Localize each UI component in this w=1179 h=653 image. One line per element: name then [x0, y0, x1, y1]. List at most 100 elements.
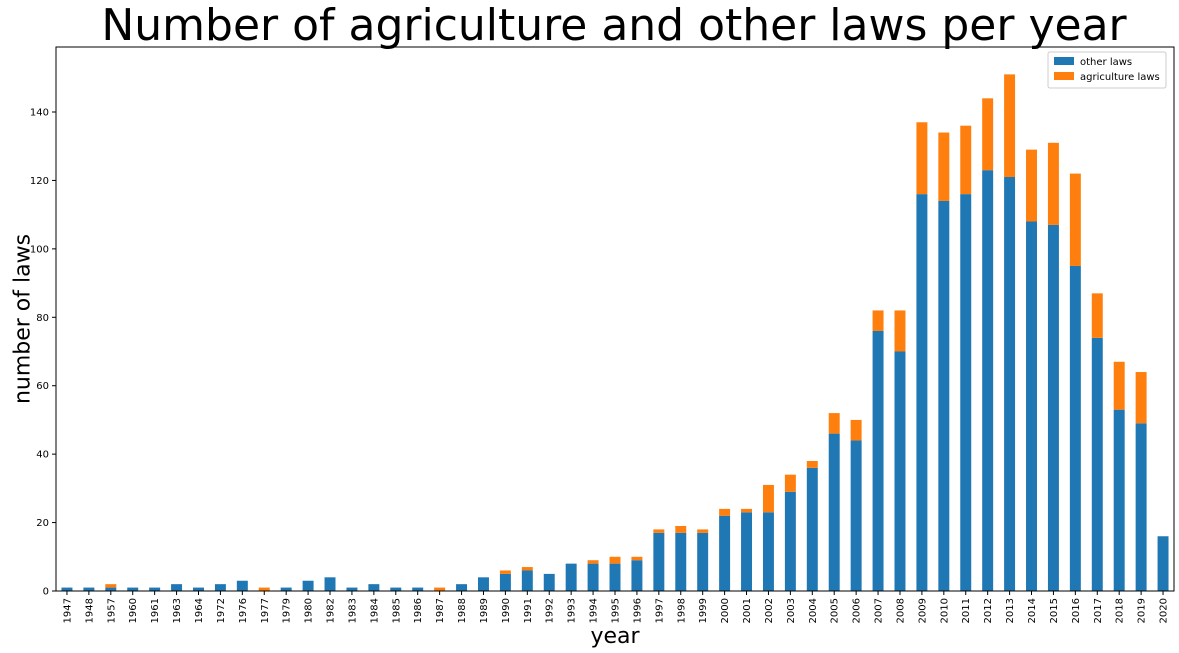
bar-other-2014	[1026, 221, 1037, 591]
bar-agriculture-2012	[982, 98, 994, 171]
bar-agriculture-1996	[631, 556, 643, 561]
x-tick-label: 1963	[172, 598, 183, 623]
bar-other-1984	[368, 584, 380, 591]
bar-other-1947	[61, 587, 73, 591]
x-tick-label: 1995	[611, 598, 622, 623]
legend-box	[1047, 51, 1167, 89]
bar-other-2000	[719, 515, 731, 591]
x-tick-label: 1988	[457, 598, 468, 623]
bar-other-2004	[806, 467, 818, 591]
bar-other-1992	[543, 573, 555, 591]
bar-agriculture-2000	[719, 508, 731, 516]
bar-agriculture-2013	[1004, 74, 1016, 178]
x-tick-label: 2015	[1049, 598, 1060, 623]
x-tick-label: 2000	[720, 598, 731, 623]
legend-swatch	[1054, 57, 1074, 65]
bar-agriculture-2004	[806, 460, 818, 468]
bar-agriculture-1998	[675, 525, 687, 533]
x-tick-label: 2006	[852, 598, 863, 623]
x-tick-label: 1961	[150, 598, 161, 623]
bar-other-2006	[850, 440, 862, 591]
bar-agriculture-2007	[872, 310, 884, 331]
bar-other-1976	[236, 580, 248, 591]
y-tick-label: 60	[36, 381, 49, 392]
legend: other laws agriculture laws	[1047, 51, 1167, 89]
bar-other-1961	[149, 587, 161, 591]
x-tick-label: 1993	[567, 598, 578, 623]
x-tick-label: 2014	[1027, 598, 1038, 623]
bar-agriculture-2017	[1091, 293, 1103, 338]
x-axis: 1947 1948 1957 1960 1961 1963 1964 1972 1976 1977…	[62, 591, 1170, 623]
chart-title: Number of agriculture and other laws per…	[101, 0, 1127, 51]
bars-group	[61, 74, 1169, 592]
bar-agriculture-1957	[105, 584, 117, 588]
bar-agriculture-1995	[609, 556, 621, 564]
x-tick-label: 2010	[939, 598, 950, 623]
bar-other-2015	[1047, 224, 1059, 591]
bar-other-1998	[675, 532, 687, 591]
x-tick-label: 2013	[1005, 598, 1016, 623]
bar-other-1948	[83, 587, 95, 591]
bar-other-2008	[894, 351, 906, 591]
x-tick-label: 1976	[238, 598, 249, 623]
x-tick-label: 2009	[917, 598, 928, 623]
y-tick-label: 20	[36, 518, 49, 529]
bar-agriculture-1994	[587, 560, 599, 564]
x-axis-label: year	[590, 624, 640, 649]
bar-other-2020	[1157, 536, 1169, 591]
bar-other-1963	[171, 584, 183, 591]
bar-other-1988	[456, 584, 468, 591]
x-tick-label: 1957	[106, 598, 117, 623]
x-tick-label: 1948	[84, 598, 95, 623]
x-tick-label: 2017	[1093, 598, 1104, 623]
y-axis-label: number of laws	[11, 234, 36, 404]
bar-other-1985	[390, 587, 402, 591]
x-tick-label: 2019	[1137, 598, 1148, 623]
bar-agriculture-2006	[850, 419, 862, 441]
x-tick-label: 1986	[413, 598, 424, 623]
bar-other-2001	[741, 512, 753, 591]
x-tick-label: 1983	[347, 598, 358, 623]
bar-other-1957	[105, 587, 117, 591]
bar-other-1986	[412, 587, 424, 591]
x-tick-label: 2007	[874, 598, 885, 623]
y-tick-label: 100	[30, 244, 49, 255]
bar-other-1983	[346, 587, 358, 591]
bar-other-2002	[762, 512, 774, 591]
bar-agriculture-2009	[916, 122, 928, 195]
y-tick-label: 0	[43, 587, 49, 598]
bar-other-1994	[587, 563, 599, 591]
x-tick-label: 1991	[523, 598, 534, 623]
bar-other-1999	[697, 532, 709, 591]
bar-agriculture-2019	[1135, 372, 1147, 424]
x-tick-label: 1964	[194, 598, 205, 623]
bar-agriculture-1977	[258, 587, 270, 591]
x-tick-label: 2020	[1159, 598, 1170, 623]
x-tick-label: 2008	[895, 598, 906, 623]
bar-other-2003	[784, 491, 796, 591]
bar-other-2016	[1069, 265, 1081, 591]
x-tick-label: 1972	[216, 598, 227, 623]
y-tick-label: 120	[30, 176, 49, 187]
bar-other-1972	[214, 584, 226, 591]
x-tick-label: 1979	[282, 598, 293, 623]
bar-other-2007	[872, 330, 884, 591]
bar-other-1991	[521, 570, 533, 591]
bar-other-1980	[302, 580, 314, 591]
bar-other-1964	[193, 587, 204, 591]
x-tick-label: 2004	[808, 598, 819, 623]
x-tick-label: 1987	[435, 598, 446, 623]
bar-other-1993	[565, 563, 577, 591]
x-tick-label: 1982	[326, 598, 337, 623]
x-tick-label: 2018	[1115, 598, 1126, 623]
x-tick-label: 1999	[698, 598, 709, 623]
bar-agriculture-1999	[697, 529, 709, 533]
bar-other-2010	[938, 200, 950, 591]
bar-agriculture-1987	[434, 587, 446, 591]
x-tick-label: 1984	[369, 598, 380, 623]
x-tick-label: 2016	[1071, 598, 1082, 623]
y-tick-label: 80	[36, 313, 49, 324]
bar-agriculture-2018	[1113, 361, 1125, 410]
x-tick-label: 2001	[742, 598, 753, 623]
